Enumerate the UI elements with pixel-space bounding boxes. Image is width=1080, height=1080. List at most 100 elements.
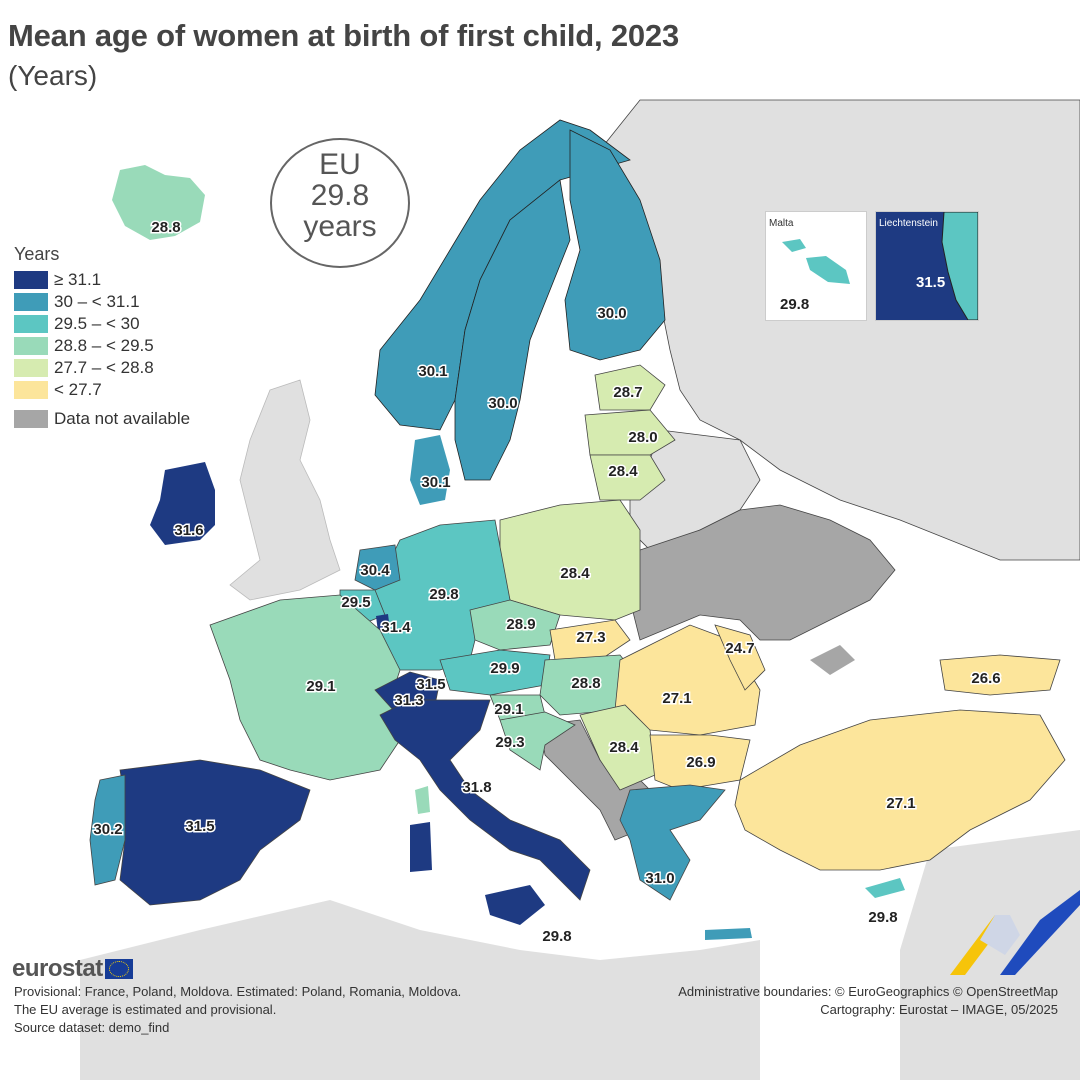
cyprus-region (865, 878, 905, 898)
legend-label: < 27.7 (54, 380, 102, 399)
value-label-greece: 31.0 (645, 870, 674, 887)
value-label-switzerland: 31.5 (416, 676, 445, 693)
value-label-norway: 30.1 (418, 363, 447, 380)
middle-east-region (900, 830, 1080, 1080)
footnotes-left: Provisional: France, Poland, Moldova. Es… (14, 983, 461, 1037)
value-label-ireland: 31.6 (174, 522, 203, 539)
lithuania-region (589, 454, 666, 501)
legend-label: 29.5 – < 30 (54, 314, 140, 333)
legend-title: Years (14, 244, 60, 264)
legend-label: 27.7 – < 28.8 (54, 358, 154, 377)
value-label-iceland: 28.8 (151, 219, 180, 236)
legend-swatch (14, 359, 48, 377)
malta-inset: Malta 29.8 (765, 211, 867, 321)
legend-swatch (14, 315, 48, 333)
slovakia-region (549, 619, 631, 661)
liechtenstein-shape (941, 212, 978, 320)
value-label-estonia: 28.7 (613, 384, 642, 401)
eu-badge-label: EU (319, 148, 361, 181)
footnote-provisional: Provisional: France, Poland, Moldova. Es… (14, 984, 462, 999)
legend: Years ≥ 31.1 30 – < 31.1 29.5 – < 30 28.… (14, 244, 190, 430)
value-label-liechtenstein-map: 31.3 (394, 692, 423, 709)
crimea-region (810, 645, 855, 675)
legend-item: < 27.7 (14, 379, 190, 401)
portugal-region (89, 774, 126, 886)
footnote-source: Source dataset: demo_find (14, 1020, 170, 1035)
value-label-hungary: 28.8 (571, 675, 600, 692)
uk-region (229, 379, 341, 601)
eu-badge-unit: years (303, 210, 377, 243)
malta-inset-value: 29.8 (780, 296, 810, 313)
spain-region (119, 759, 311, 906)
estonia-region (594, 364, 666, 411)
eurostat-logo-text: eurostat (12, 955, 103, 982)
value-label-portugal: 30.2 (93, 821, 122, 838)
legend-item: 28.8 – < 29.5 (14, 335, 190, 357)
italy-region (379, 699, 591, 901)
ireland-region (150, 462, 215, 545)
legend-swatch (14, 271, 48, 289)
eurostat-brand-mark-icon (950, 890, 1080, 975)
value-label-georgia: 26.6 (971, 670, 1000, 687)
value-label-denmark: 30.1 (421, 474, 450, 491)
malta-inset-name: Malta (769, 218, 794, 229)
czechia-region (469, 599, 561, 651)
turkey-region (734, 709, 1066, 871)
legend-label: Data not available (54, 409, 191, 428)
legend-item: 27.7 – < 28.8 (14, 357, 190, 379)
value-label-cyprus: 29.8 (868, 909, 897, 926)
legend-swatch (14, 293, 48, 311)
eu-flag-icon (104, 959, 133, 979)
moldova-region (714, 624, 766, 691)
denmark-region (410, 435, 450, 505)
croatia-region (499, 711, 576, 771)
finland-region (564, 129, 666, 361)
north-africa-region (80, 900, 760, 1080)
value-label-lithuania: 28.4 (608, 463, 638, 480)
legend-item: 29.5 – < 30 (14, 313, 190, 335)
liechtenstein-inset-value: 31.5 (916, 274, 946, 291)
value-label-germany: 29.8 (429, 586, 458, 603)
value-label-croatia: 29.3 (495, 734, 524, 751)
value-label-poland: 28.4 (560, 565, 590, 582)
liechtenstein-inset-name: Liechtenstein (879, 218, 938, 229)
eurostat-logo: eurostat (12, 955, 133, 983)
value-label-malta: 29.8 (542, 928, 571, 945)
legend-swatch (14, 410, 48, 428)
greece-region (619, 784, 726, 901)
liechtenstein-inset: Liechtenstein 31.5 (875, 211, 979, 321)
legend-label: ≥ 31.1 (54, 270, 102, 289)
georgia-region (939, 654, 1061, 696)
value-label-luxembourg: 31.4 (381, 619, 411, 636)
value-label-slovakia: 27.3 (576, 629, 605, 646)
footnote-cartography: Cartography: Eurostat – IMAGE, 05/2025 (820, 1002, 1058, 1017)
luxembourg-region (376, 614, 390, 632)
value-label-serbia: 28.4 (609, 739, 639, 756)
value-label-romania: 27.1 (662, 690, 691, 707)
legend-item: 30 – < 31.1 (14, 291, 190, 313)
legend-item: ≥ 31.1 (14, 269, 190, 291)
legend-swatch (14, 337, 48, 355)
value-label-czechia: 28.9 (506, 616, 535, 633)
legend-item-na: Data not available (14, 408, 190, 430)
legend-label: 30 – < 31.1 (54, 292, 140, 311)
corsica-region (415, 786, 430, 814)
footnote-boundaries: Administrative boundaries: © EuroGeograp… (678, 984, 1058, 999)
value-label-sweden: 30.0 (488, 395, 517, 412)
eu-badge-value: 29.8 (310, 179, 370, 212)
value-label-france: 29.1 (306, 678, 335, 695)
value-label-netherlands: 30.4 (360, 562, 390, 579)
sardinia-region (410, 822, 432, 872)
footnote-eu-average: The EU average is estimated and provisio… (14, 1002, 277, 1017)
value-label-turkey: 27.1 (886, 795, 915, 812)
value-label-latvia: 28.0 (628, 429, 657, 446)
chart-subtitle: (Years) (8, 60, 98, 91)
crete-region (705, 928, 752, 940)
value-label-austria: 29.9 (490, 660, 519, 677)
value-label-spain: 31.5 (185, 818, 214, 835)
malta-shape (782, 239, 850, 284)
iceland-region (112, 165, 205, 240)
france-region (209, 594, 401, 781)
poland-region (499, 499, 641, 621)
